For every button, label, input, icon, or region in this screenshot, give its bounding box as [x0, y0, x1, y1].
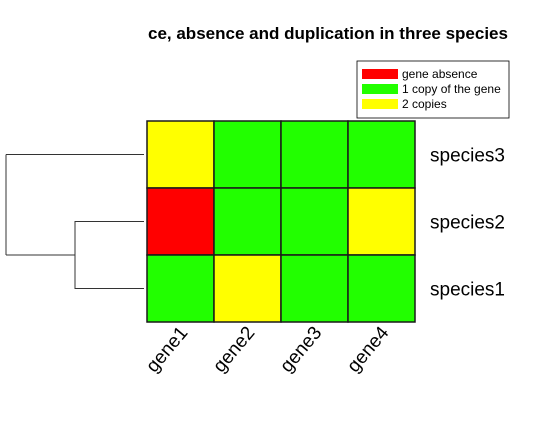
heatmap-cells — [146, 120, 416, 323]
row-label-species2: species2 — [430, 213, 505, 234]
row-dendrogram — [5, 154, 144, 289]
column-label-gene3: gene3 — [276, 323, 326, 377]
heatmap-cell-species1-gene2 — [213, 254, 282, 323]
column-label-gene4: gene4 — [343, 322, 393, 376]
chart-title: ce, absence and duplication in three spe… — [148, 24, 508, 43]
column-label-gene2: gene2 — [209, 323, 259, 377]
heatmap-cell-species3-gene2 — [213, 120, 282, 189]
legend-label: 2 copies — [402, 97, 447, 111]
heatmap-cell-species2-gene3 — [280, 187, 349, 256]
heatmap-cell-species3-gene4 — [347, 120, 416, 189]
heatmap-cell-species2-gene1 — [146, 187, 215, 256]
heatmap-cell-species2-gene2 — [213, 187, 282, 256]
heatmap-cell-species1-gene3 — [280, 254, 349, 323]
heatmap-cell-species2-gene4 — [347, 187, 416, 256]
legend-swatch — [362, 84, 398, 94]
row-label-species1: species1 — [430, 280, 505, 301]
heatmap-cell-species3-gene3 — [280, 120, 349, 189]
legend-swatch — [362, 99, 398, 109]
row-label-species3: species3 — [430, 146, 505, 167]
column-label-gene1: gene1 — [142, 323, 192, 377]
heatmap-cell-species1-gene1 — [146, 254, 215, 323]
heatmap-cell-species1-gene4 — [347, 254, 416, 323]
legend-label: gene absence — [402, 67, 478, 81]
row-labels: species3 species2 species1 — [430, 146, 505, 301]
legend-swatch — [362, 69, 398, 79]
column-labels: gene1 gene2 gene3 gene4 — [142, 322, 393, 376]
heatmap-cell-species3-gene1 — [146, 120, 215, 189]
legend-label: 1 copy of the gene — [402, 82, 501, 96]
dendrogram-branches — [5, 154, 144, 289]
